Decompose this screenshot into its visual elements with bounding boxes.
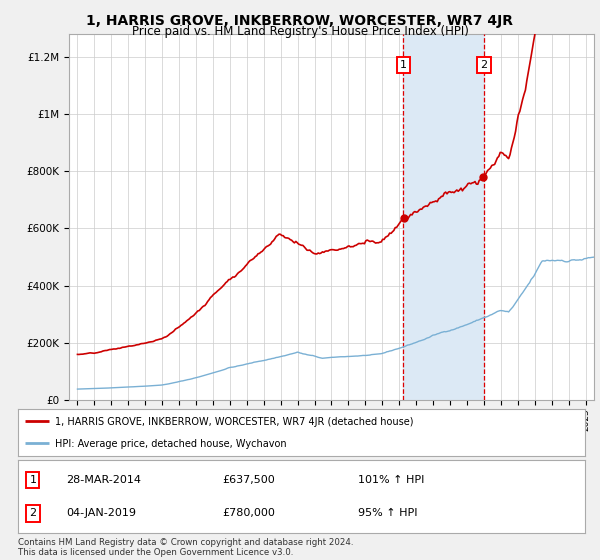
Text: 2: 2	[29, 508, 37, 519]
Text: 95% ↑ HPI: 95% ↑ HPI	[358, 508, 418, 519]
Text: 1: 1	[29, 475, 37, 485]
Text: 101% ↑ HPI: 101% ↑ HPI	[358, 475, 425, 485]
Text: 1: 1	[400, 60, 407, 70]
Text: Contains HM Land Registry data © Crown copyright and database right 2024.
This d: Contains HM Land Registry data © Crown c…	[18, 538, 353, 557]
Text: HPI: Average price, detached house, Wychavon: HPI: Average price, detached house, Wych…	[55, 439, 286, 449]
Text: Price paid vs. HM Land Registry's House Price Index (HPI): Price paid vs. HM Land Registry's House …	[131, 25, 469, 38]
Text: £637,500: £637,500	[222, 475, 275, 485]
Text: 2: 2	[481, 60, 488, 70]
Bar	[403, 34, 484, 400]
Text: 04-JAN-2019: 04-JAN-2019	[66, 508, 136, 519]
Text: £780,000: £780,000	[222, 508, 275, 519]
Text: 28-MAR-2014: 28-MAR-2014	[66, 475, 141, 485]
Text: 1, HARRIS GROVE, INKBERROW, WORCESTER, WR7 4JR (detached house): 1, HARRIS GROVE, INKBERROW, WORCESTER, W…	[55, 417, 413, 427]
Text: 1, HARRIS GROVE, INKBERROW, WORCESTER, WR7 4JR: 1, HARRIS GROVE, INKBERROW, WORCESTER, W…	[86, 14, 514, 28]
